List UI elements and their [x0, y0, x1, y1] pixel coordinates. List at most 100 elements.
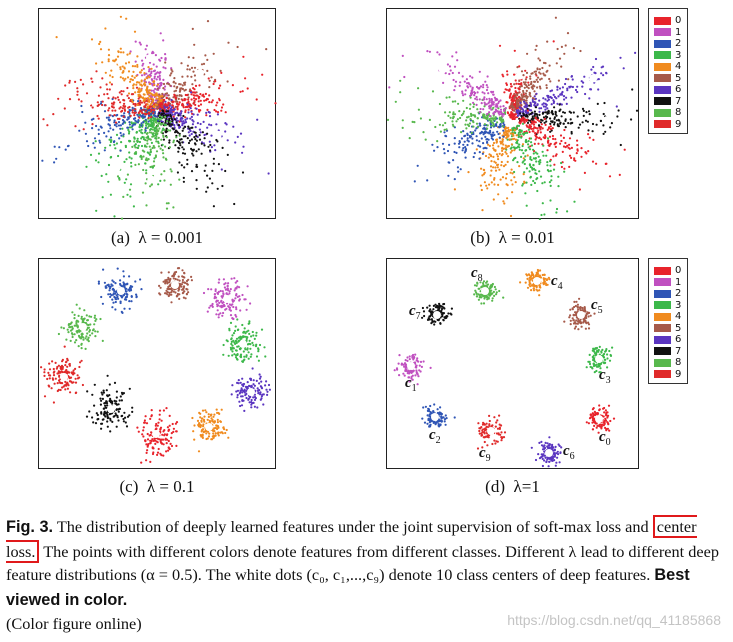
- feature-point: [142, 116, 146, 119]
- feature-point: [547, 109, 550, 112]
- feature-point: [208, 140, 211, 143]
- feature-point: [474, 92, 477, 95]
- feature-point: [160, 117, 163, 120]
- feature-point: [75, 322, 78, 325]
- feature-point: [86, 338, 89, 341]
- feature-point: [236, 358, 239, 361]
- feature-point: [125, 298, 128, 301]
- feature-point: [461, 75, 464, 78]
- feature-point: [181, 278, 184, 282]
- class-center-dot: [85, 97, 94, 106]
- feature-point: [466, 137, 469, 140]
- feature-point: [455, 151, 458, 154]
- feature-point: [187, 141, 191, 145]
- feature-point: [536, 117, 540, 120]
- feature-point: [588, 97, 591, 100]
- feature-point: [469, 136, 472, 139]
- feature-point: [176, 278, 179, 281]
- feature-point: [546, 137, 550, 140]
- feature-point: [166, 433, 169, 436]
- feature-point: [462, 143, 465, 146]
- feature-point: [494, 166, 497, 169]
- feature-point: [542, 105, 545, 108]
- feature-point: [195, 139, 198, 142]
- feature-point: [244, 77, 247, 80]
- feature-point: [507, 89, 511, 92]
- feature-point: [527, 84, 530, 87]
- feature-point: [140, 124, 143, 127]
- feature-point: [208, 79, 211, 82]
- feature-point: [144, 162, 147, 165]
- feature-point: [164, 53, 167, 56]
- feature-point: [40, 366, 43, 369]
- feature-point: [118, 117, 121, 120]
- feature-point: [204, 409, 207, 412]
- feature-point: [56, 382, 59, 385]
- feature-point: [198, 128, 201, 131]
- feature-point: [91, 123, 94, 126]
- feature-point: [540, 107, 543, 110]
- feature-point: [124, 62, 128, 65]
- feature-point: [534, 106, 538, 109]
- feature-point: [515, 138, 518, 141]
- feature-point: [194, 138, 197, 141]
- feature-point: [485, 147, 488, 150]
- feature-point: [101, 418, 104, 421]
- feature-point: [112, 101, 115, 104]
- feature-point: [210, 124, 213, 127]
- feature-point: [81, 110, 84, 114]
- feature-point: [161, 92, 164, 95]
- feature-point: [206, 174, 209, 177]
- feature-point: [589, 88, 593, 91]
- feature-point: [100, 412, 103, 415]
- feature-point: [140, 101, 143, 104]
- feature-point: [121, 127, 124, 130]
- feature-point: [94, 159, 98, 162]
- feature-point: [101, 339, 104, 342]
- feature-point: [549, 160, 552, 163]
- feature-point: [127, 128, 130, 131]
- feature-point: [553, 123, 556, 126]
- feature-point: [164, 145, 167, 148]
- feature-point: [170, 123, 174, 126]
- feature-point: [458, 84, 461, 87]
- feature-point: [441, 142, 445, 145]
- feature-point: [231, 354, 234, 357]
- class-center-dot: [239, 340, 247, 348]
- feature-point: [140, 461, 143, 464]
- feature-point: [151, 146, 154, 150]
- feature-point: [158, 71, 161, 74]
- feature-point: [153, 77, 156, 80]
- feature-point: [508, 96, 511, 99]
- feature-point: [149, 460, 152, 463]
- feature-point: [243, 298, 246, 301]
- feature-point: [511, 172, 514, 175]
- feature-point: [560, 65, 563, 68]
- feature-point: [162, 66, 165, 69]
- feature-point: [471, 137, 474, 140]
- feature-point: [128, 151, 131, 154]
- feature-point: [419, 370, 422, 373]
- feature-point: [576, 90, 579, 94]
- feature-point: [143, 97, 147, 100]
- feature-point: [164, 157, 167, 160]
- feature-point: [212, 82, 215, 86]
- feature-point: [461, 90, 464, 93]
- feature-point: [524, 92, 527, 95]
- feature-point: [168, 141, 171, 144]
- feature-point: [192, 113, 195, 116]
- feature-point: [171, 100, 174, 103]
- feature-point: [168, 97, 171, 100]
- feature-point: [530, 72, 533, 75]
- feature-point: [419, 117, 422, 120]
- feature-point: [434, 125, 437, 129]
- feature-point: [532, 148, 535, 151]
- feature-point: [403, 374, 406, 377]
- feature-point: [581, 85, 584, 88]
- feature-point: [193, 43, 196, 46]
- feature-point: [199, 416, 202, 419]
- feature-point: [215, 299, 218, 302]
- feature-point: [101, 196, 104, 199]
- feature-point: [130, 165, 133, 168]
- feature-point: [472, 125, 475, 128]
